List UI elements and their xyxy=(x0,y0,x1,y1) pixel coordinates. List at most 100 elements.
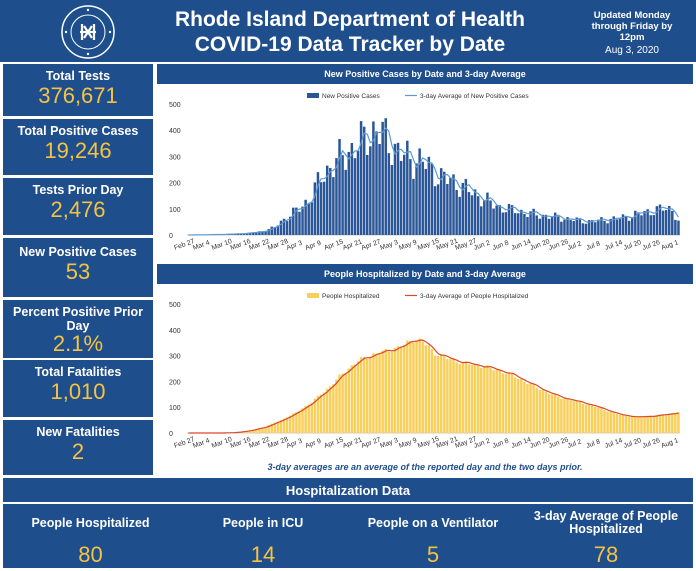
bar xyxy=(526,383,529,433)
bar xyxy=(295,412,298,433)
bar xyxy=(609,411,612,433)
bar xyxy=(516,213,520,235)
bar xyxy=(446,359,449,433)
x-tick-label: Jul 14 xyxy=(604,239,624,252)
bar xyxy=(248,232,252,235)
stat-label: New Fatalities xyxy=(36,425,120,439)
bar xyxy=(513,377,517,433)
bar xyxy=(436,184,440,235)
stat-value: 2.1% xyxy=(52,331,104,356)
legend-label-bars: New Positive Cases xyxy=(322,93,381,100)
bar xyxy=(658,414,662,433)
bar xyxy=(655,415,659,433)
bar xyxy=(322,181,326,235)
bar xyxy=(427,156,431,235)
bar xyxy=(578,401,582,433)
bar xyxy=(461,182,465,235)
y-tick-label: 300 xyxy=(169,354,181,361)
bar xyxy=(544,214,548,235)
bar xyxy=(569,220,572,235)
bar xyxy=(572,221,575,235)
bar xyxy=(375,353,378,433)
bar xyxy=(603,410,606,433)
bar xyxy=(264,426,267,433)
bar xyxy=(557,216,560,235)
bar xyxy=(415,163,418,235)
bar xyxy=(430,349,434,433)
bar xyxy=(649,215,652,235)
bar xyxy=(267,425,270,433)
bar xyxy=(298,211,301,235)
bar xyxy=(470,195,474,235)
y-tick-label: 200 xyxy=(169,181,181,188)
x-tick-label: May 9 xyxy=(398,239,418,252)
bar xyxy=(621,214,625,235)
bar xyxy=(606,411,609,433)
bar xyxy=(359,357,363,433)
bar xyxy=(341,373,344,433)
legend-swatch-bars xyxy=(307,293,319,298)
bar xyxy=(455,362,458,433)
bar xyxy=(643,211,646,235)
bar xyxy=(480,206,483,235)
bar xyxy=(550,216,554,235)
people-hospitalized-chart: People Hospitalized 3-day Average of Peop… xyxy=(169,293,680,450)
bar xyxy=(384,118,387,235)
bar xyxy=(535,387,538,433)
x-tick-label: May 3 xyxy=(379,239,399,252)
bar xyxy=(258,427,261,433)
bar xyxy=(646,209,649,235)
bar xyxy=(439,353,443,433)
bar xyxy=(372,121,375,235)
bar xyxy=(572,401,575,433)
bar xyxy=(353,364,357,433)
bar xyxy=(239,233,243,235)
bar xyxy=(467,192,471,235)
bar xyxy=(412,342,415,433)
bar xyxy=(547,218,551,235)
bar xyxy=(433,186,437,235)
bar xyxy=(372,353,375,433)
bar xyxy=(356,150,360,235)
hosp-people-in-icu: People in ICU 14 xyxy=(193,510,333,568)
bar xyxy=(359,121,363,235)
bar xyxy=(242,233,246,235)
bar xyxy=(634,210,637,235)
bar xyxy=(393,143,397,235)
bar xyxy=(523,381,526,433)
bar xyxy=(541,390,545,433)
hosp-label: People Hospitalized xyxy=(31,515,150,530)
bar xyxy=(664,210,668,235)
bar xyxy=(495,205,498,235)
bar xyxy=(520,209,523,235)
x-tick-label: Jul 2 xyxy=(567,438,583,450)
bar xyxy=(267,229,270,235)
bar xyxy=(618,218,622,235)
bar xyxy=(273,422,277,433)
bar xyxy=(483,366,486,433)
bar xyxy=(532,208,535,235)
bar xyxy=(255,428,258,433)
bar xyxy=(569,400,572,433)
x-tick-label: Apr 9 xyxy=(304,240,322,252)
y-tick-label: 500 xyxy=(169,302,181,309)
bar xyxy=(443,355,446,433)
y-tick-label: 100 xyxy=(169,207,181,214)
bar xyxy=(292,413,295,433)
bar xyxy=(344,169,347,235)
bar xyxy=(600,408,603,433)
bar xyxy=(652,215,656,235)
series-line-3day-average xyxy=(188,339,679,434)
bar xyxy=(538,218,542,235)
bar xyxy=(282,418,286,433)
bar xyxy=(520,378,523,433)
stat-label: Total Fatalities xyxy=(34,365,122,379)
update-date: Aug 3, 2020 xyxy=(605,45,659,56)
bar xyxy=(449,359,452,433)
bar xyxy=(307,404,310,433)
bar xyxy=(378,353,381,433)
bar xyxy=(390,165,394,235)
bar xyxy=(649,416,652,433)
bar xyxy=(510,373,514,433)
bar xyxy=(458,196,461,235)
